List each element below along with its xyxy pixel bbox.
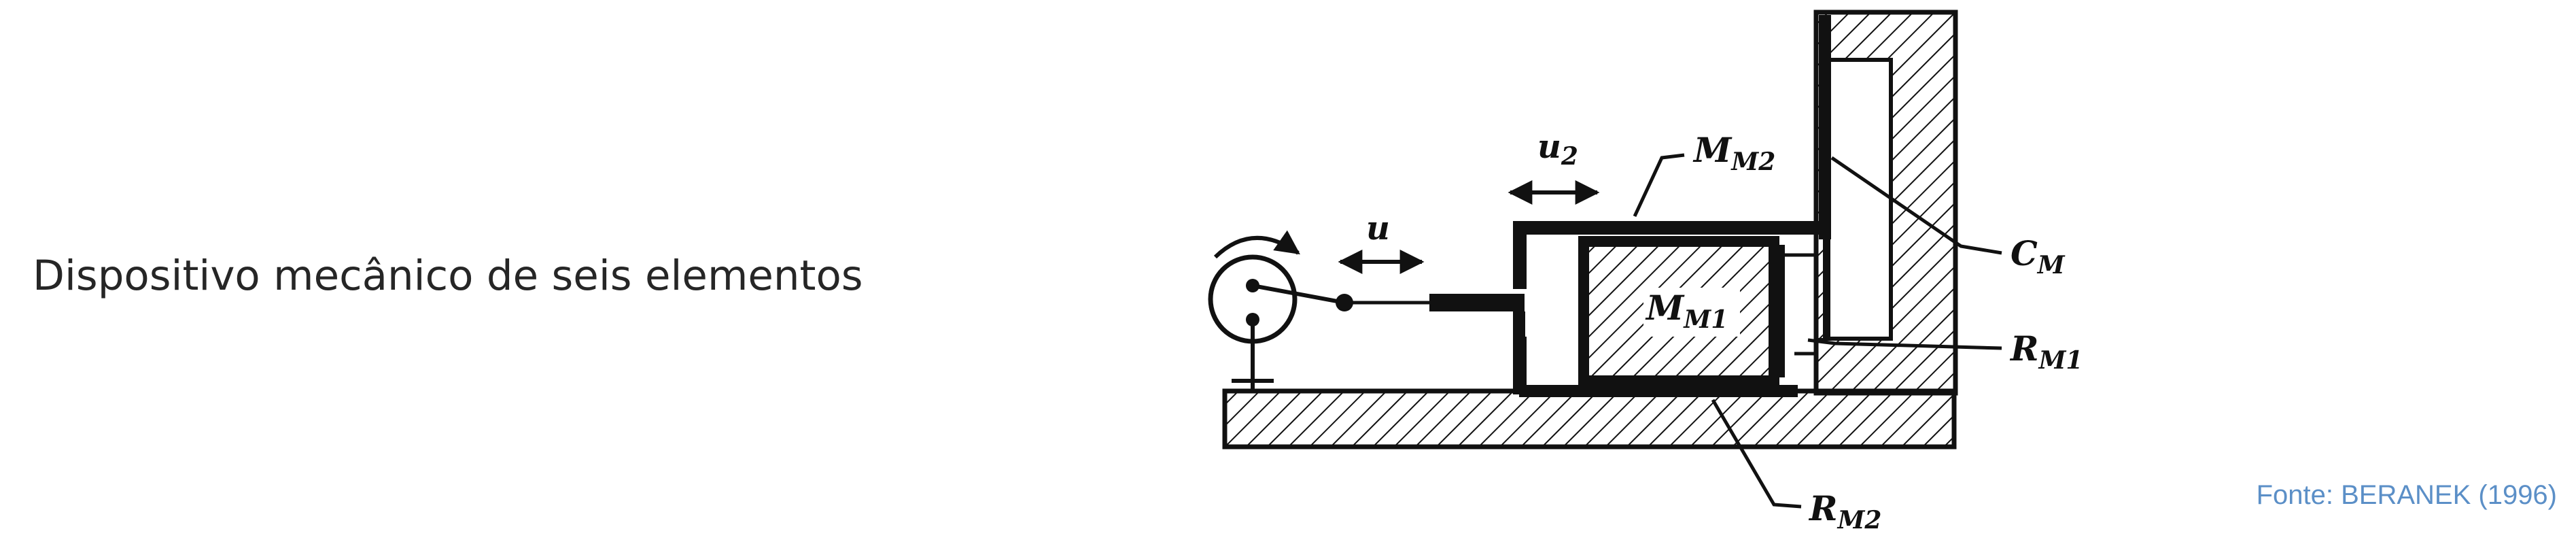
compliance-spring-plate [1819,15,1831,239]
cm-label: CM [2011,233,2066,280]
rm2-label: RM2 [1808,488,1881,535]
mass-m2-housing [1513,221,1826,397]
mm1-label-backing [1643,288,1740,337]
cm-leader [1830,156,2002,255]
rm1-leader [1807,338,2002,350]
ground-wall [1813,10,1958,396]
rm1-label: RM1 [2009,328,2083,375]
slide-caption: Dispositivo mecânico de seis elementos [33,252,863,300]
source-citation: Fonte: BERANEK (1996) [2256,480,2557,510]
mm1-label: MM1 [1645,288,1728,334]
ground-base [1222,388,1957,450]
rotation-arrow [1213,230,1300,259]
u-label: u [1366,209,1390,248]
rm2-leader [1711,399,1802,509]
mm2-leader [1633,153,1685,218]
crank-wheel [1208,254,1345,393]
damper-rm1 [1775,245,1816,377]
u2-label: u2 [1537,128,1578,171]
connecting-rod [1344,294,1525,311]
mm2-label: MM2 [1692,130,1775,176]
